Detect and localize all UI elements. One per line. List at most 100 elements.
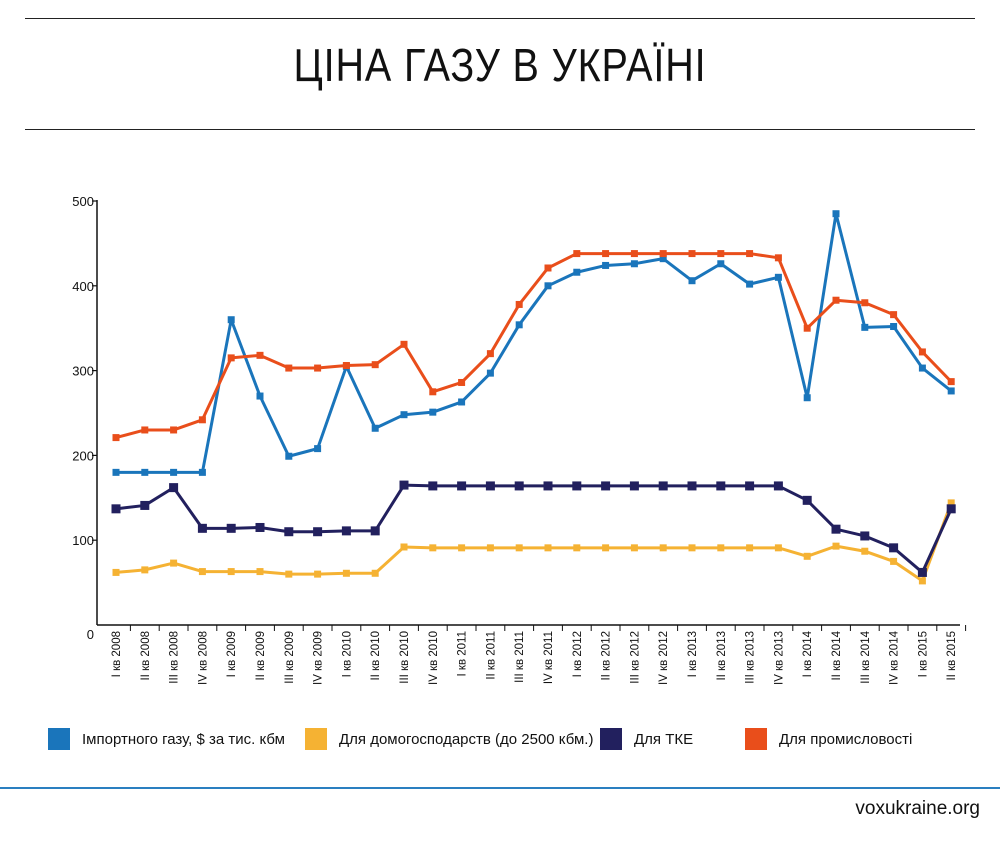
series-3-point-0 xyxy=(112,434,120,442)
series-0-point-24 xyxy=(803,394,811,402)
legend-swatch-households xyxy=(305,728,327,750)
x-tick-label-26: III кв 2014 xyxy=(860,630,872,683)
series-2-point-24 xyxy=(802,495,812,505)
series-1-point-29 xyxy=(947,499,955,507)
series-2-point-6 xyxy=(284,527,294,537)
series-0-point-26 xyxy=(861,323,869,331)
series-1-point-1 xyxy=(141,566,149,574)
series-3-point-27 xyxy=(890,311,898,319)
x-tick-label-4: I кв 2009 xyxy=(226,631,238,677)
series-1-point-27 xyxy=(890,557,898,565)
legend-swatch-industry xyxy=(745,728,767,750)
series-1-point-22 xyxy=(746,544,754,552)
x-tick-label-5: II кв 2009 xyxy=(255,631,267,681)
series-0-point-20 xyxy=(688,277,696,285)
series-0-point-4 xyxy=(227,316,235,324)
x-tick-label-14: III кв 2011 xyxy=(514,631,526,683)
series-0-point-2 xyxy=(170,468,178,476)
chart-legend: Імпортного газу, $ за тис. кбм Для домог… xyxy=(0,728,1000,754)
series-0-point-17 xyxy=(602,261,610,269)
series-0-point-25 xyxy=(832,210,840,218)
series-1-point-0 xyxy=(112,568,120,576)
series-2-point-0 xyxy=(111,504,121,514)
series-2-point-3 xyxy=(197,523,207,533)
x-tick-label-21: II кв 2013 xyxy=(716,631,728,681)
series-0-point-12 xyxy=(458,398,466,406)
legend-item-import: Імпортного газу, $ за тис. кбм xyxy=(48,728,285,750)
source-label: voxukraine.org xyxy=(855,798,980,819)
series-2-point-15 xyxy=(543,481,553,491)
series-0-point-11 xyxy=(429,408,437,416)
x-tick-label-20: I кв 2013 xyxy=(687,631,699,677)
series-2-point-23 xyxy=(773,481,783,491)
series-2-point-14 xyxy=(514,481,524,491)
series-1-point-8 xyxy=(342,569,350,577)
series-3-point-22 xyxy=(746,250,754,258)
series-1-point-10 xyxy=(400,543,408,551)
series-1-point-25 xyxy=(832,542,840,550)
x-tick-label-7: IV кв 2009 xyxy=(313,631,325,685)
series-3-point-3 xyxy=(198,416,206,424)
series-0-point-0 xyxy=(112,468,120,476)
series-1-point-23 xyxy=(774,544,782,552)
series-1-point-21 xyxy=(717,544,725,552)
series-0-point-10 xyxy=(400,411,408,419)
series-3-point-24 xyxy=(803,324,811,332)
x-tick-label-13: II кв 2011 xyxy=(485,631,497,680)
series-2-point-29 xyxy=(946,504,956,514)
series-2-point-26 xyxy=(860,531,870,541)
series-1-point-19 xyxy=(659,544,667,552)
x-tick-label-19: IV кв 2012 xyxy=(658,631,670,685)
series-3-point-7 xyxy=(314,364,322,372)
x-tick-label-0: I кв 2008 xyxy=(111,631,123,677)
series-3-point-29 xyxy=(947,378,955,386)
series-1-point-14 xyxy=(515,544,523,552)
series-1-point-16 xyxy=(573,544,581,552)
series-3-point-15 xyxy=(544,264,552,272)
series-2-point-8 xyxy=(341,526,351,536)
series-3-point-26 xyxy=(861,299,869,307)
series-3-point-17 xyxy=(602,250,610,258)
series-3-point-2 xyxy=(170,426,178,434)
series-0-point-22 xyxy=(746,280,754,288)
x-tick-label-24: I кв 2014 xyxy=(802,630,814,677)
y-tick-label-100: 100 xyxy=(72,533,94,548)
series-3-point-10 xyxy=(400,340,408,348)
series-2-point-13 xyxy=(485,481,495,491)
series-0-point-23 xyxy=(774,273,782,281)
series-3-point-28 xyxy=(918,348,926,356)
series-3-point-19 xyxy=(659,250,667,258)
x-tick-label-2: III кв 2008 xyxy=(169,631,181,684)
series-0-point-5 xyxy=(256,392,264,400)
series-2-point-20 xyxy=(687,481,697,491)
legend-item-tke: Для ТКЕ xyxy=(600,728,693,750)
x-tick-label-8: I кв 2010 xyxy=(341,631,353,677)
x-tick-label-29: II кв 2015 xyxy=(946,631,958,681)
x-tick-label-16: I кв 2012 xyxy=(572,631,584,677)
series-1-point-20 xyxy=(688,544,696,552)
series-3-point-25 xyxy=(832,296,840,304)
series-2-point-4 xyxy=(226,523,236,533)
series-2-point-17 xyxy=(601,481,611,491)
x-tick-label-12: I кв 2011 xyxy=(457,631,469,676)
x-tick-label-3: IV кв 2008 xyxy=(197,631,209,685)
series-0-point-21 xyxy=(717,260,725,268)
series-line-1 xyxy=(115,502,953,583)
series-1-point-12 xyxy=(458,544,466,552)
series-3-point-12 xyxy=(458,378,466,386)
x-tick-label-6: III кв 2009 xyxy=(284,631,296,684)
gas-price-chart: 0 100 200 300 400 500 I кв 2008 II кв 2008 III к… xyxy=(72,194,967,685)
x-tick-label-25: II кв 2014 xyxy=(831,630,843,680)
series-2-point-22 xyxy=(745,481,755,491)
series-1-point-18 xyxy=(630,544,638,552)
series-2-point-1 xyxy=(140,500,150,510)
series-3-point-21 xyxy=(717,250,725,258)
series-0-point-15 xyxy=(544,282,552,290)
series-1-point-4 xyxy=(227,568,235,576)
series-1-point-13 xyxy=(486,544,494,552)
series-3-point-18 xyxy=(630,250,638,258)
series-3-point-14 xyxy=(515,300,523,308)
series-3-point-1 xyxy=(141,426,149,434)
legend-swatch-import xyxy=(48,728,70,750)
series-line-2 xyxy=(115,483,953,574)
